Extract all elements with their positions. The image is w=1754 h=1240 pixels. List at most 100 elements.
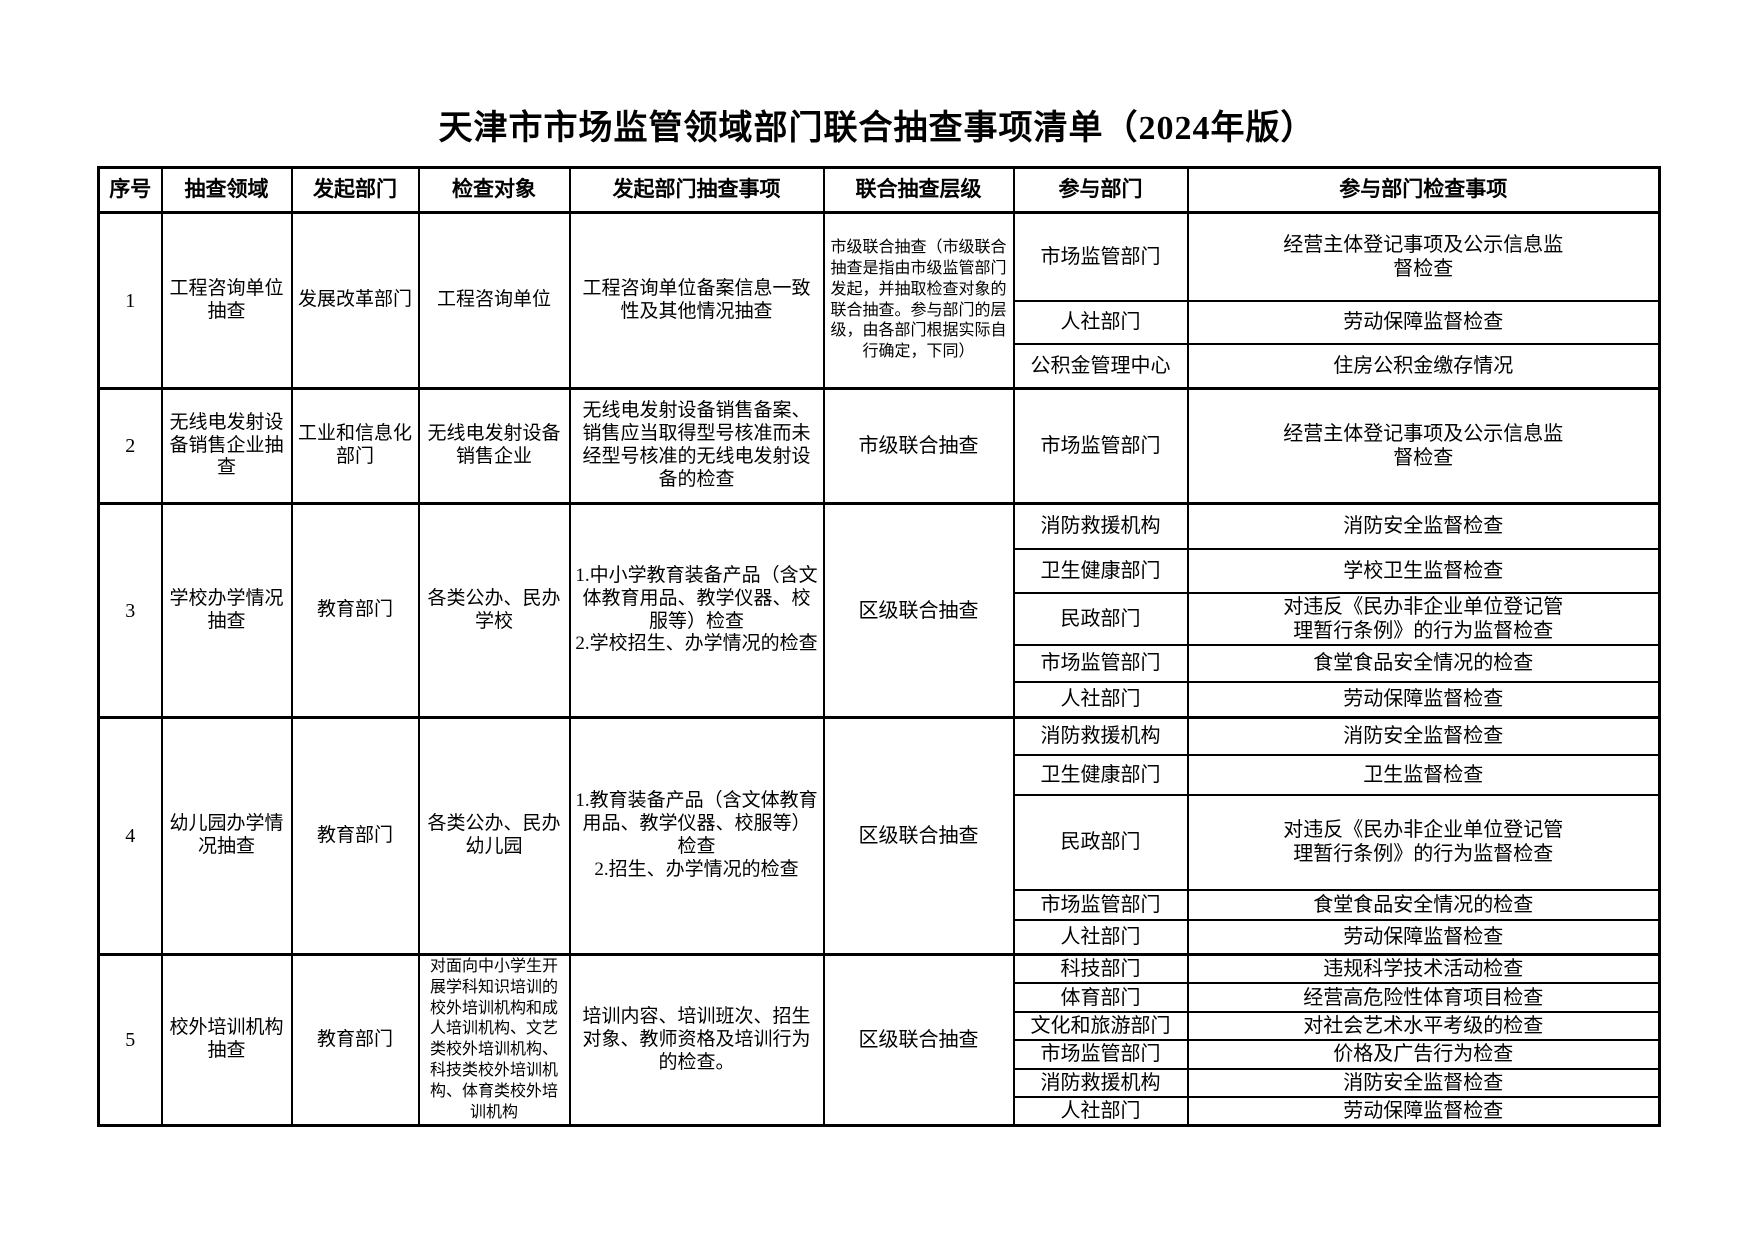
participant-item-cell: 价格及广告行为检查 [1186,1039,1661,1070]
header-cell: 检查对象 [417,166,571,214]
inspection-table: 序号 抽查领域 发起部门 检查对象 发起部门抽查事项 联合抽查层级 参与部门 参与部门检查事项… [97,166,1661,1128]
participant-dept-cell: 科技部门 [1012,953,1189,985]
table-row: 市场监管部门 食堂食品安全情况的检查 [99,888,1661,921]
participant-item-cell: 劳动保障监督检查 [1186,918,1661,956]
participant-item-cell: 经营主体登记事项及公示信息监督检查 [1186,387,1661,505]
field-cell: 校外培训机构抽查 [160,952,293,1127]
initiator-cell: 教育部门 [290,952,420,1127]
level-cell: 区级联合抽查 [822,952,1015,1127]
table-row: 3 学校办学情况抽查 教育部门 各类公办、民办学校 1.中小学教育装备产品（含文体教育用… [97,502,1661,719]
participant-dept-cell: 民政部门 [1012,793,1189,891]
participant-item-cell: 劳动保障监督检查 [1186,680,1661,719]
participant-item-cell: 劳动保障监督检查 [1186,1095,1661,1127]
participant-item-cell: 对社会艺术水平考级的检查 [1186,1010,1661,1042]
row-number-cell: 3 [97,502,163,719]
initiator-cell: 工业和信息化部门 [290,387,420,505]
items-cell: 1.教育装备产品（含文体教育用品、教学仪器、校服等）检查 2.招生、办学情况的检… [568,716,825,956]
participant-item-cell: 食堂食品安全情况的检查 [1186,888,1661,921]
initiator-cell: 教育部门 [290,716,420,956]
row-number-cell: 4 [97,716,163,956]
participant-item-cell: 经营高危险性体育项目检查 [1186,982,1661,1013]
table-row: 5 校外培训机构抽查 教育部门 对面向中小学生开展学科知识培训的校外培训机构和成人培训… [97,952,1661,1127]
participant-item-cell: 消防安全监督检查 [1186,502,1661,550]
level-cell: 市级联合抽查（市级联合抽查是指由市级监管部门发起，并抽取检查对象的联合抽查。参与… [822,211,1015,390]
participant-dept-cell: 市场监管部门 [1012,1039,1189,1070]
target-cell: 工程咨询单位 [417,211,571,390]
target-cell: 各类公办、民办学校 [417,502,571,719]
table-row: 2 无线电发射设备销售企业抽查 工业和信息化部门 无线电发射设备销售企业 无线电发射设备… [97,387,1661,505]
target-cell: 无线电发射设备销售企业 [417,387,571,505]
field-cell: 无线电发射设备销售企业抽查 [160,387,293,505]
participant-dept-cell: 市场监管部门 [1012,387,1189,505]
table-row: 民政部门 对违反《民办非企业单位登记管理暂行条例》的行为监督检查 [99,793,1661,891]
table-row: 市场监管部门 价格及广告行为检查 [99,1039,1661,1070]
participant-item-cell: 住房公积金缴存情况 [1186,342,1661,390]
target-cell: 各类公办、民办幼儿园 [417,716,571,956]
row-number-cell: 2 [97,387,163,505]
header-cell: 联合抽查层级 [822,166,1015,214]
target-cell: 对面向中小学生开展学科知识培训的校外培训机构和成人培训机构、文艺类校外培训机构、… [417,952,571,1127]
table-row: 卫生健康部门 卫生监督检查 [99,753,1661,796]
level-cell: 区级联合抽查 [822,716,1015,956]
table-row: 1 工程咨询单位抽查 发展改革部门 工程咨询单位 工程咨询单位备案信息一致性及其他情况抽… [97,211,1661,390]
participant-item-cell: 卫生监督检查 [1186,753,1661,796]
participant-item-cell: 学校卫生监督检查 [1186,547,1661,594]
items-cell: 1.中小学教育装备产品（含文体教育用品、教学仪器、校服等）检查 2.学校招生、办… [568,502,825,719]
participant-dept-cell: 消防救援机构 [1012,716,1189,756]
level-cell: 区级联合抽查 [822,502,1015,719]
participant-item-cell: 劳动保障监督检查 [1186,299,1661,345]
participant-dept-cell: 人社部门 [1012,680,1189,719]
participant-dept-cell: 人社部门 [1012,918,1189,956]
header-cell: 抽查领域 [160,166,293,214]
participant-dept-cell: 卫生健康部门 [1012,753,1189,796]
participant-dept-cell: 市场监管部门 [1012,888,1189,921]
header-cell: 序号 [97,166,163,214]
table-row: 体育部门 经营高危险性体育项目检查 [99,982,1661,1013]
participant-dept-cell: 体育部门 [1012,982,1189,1013]
participant-dept-cell: 人社部门 [1012,1095,1189,1127]
participant-dept-cell: 人社部门 [1012,299,1189,345]
row-number-cell: 1 [97,211,163,390]
participant-item-cell: 经营主体登记事项及公示信息监督检查 [1186,211,1661,302]
page-title: 天津市市场监管领域部门联合抽查事项清单（2024年版） [438,110,1316,147]
table-row: 4 幼儿园办学情况抽查 教育部门 各类公办、民办幼儿园 1.教育装备产品（含文体教育用品… [97,716,1661,956]
participant-dept-cell: 民政部门 [1012,591,1189,646]
table-row: 文化和旅游部门 对社会艺术水平考级的检查 [99,1010,1661,1042]
items-cell: 工程咨询单位备案信息一致性及其他情况抽查 [568,211,825,390]
table-body: 1 工程咨询单位抽查 发展改革部门 工程咨询单位 工程咨询单位备案信息一致性及其他情况抽… [97,211,1661,1127]
participant-item-cell: 对违反《民办非企业单位登记管理暂行条例》的行为监督检查 [1186,591,1661,646]
participant-dept-cell: 市场监管部门 [1012,211,1189,302]
field-cell: 工程咨询单位抽查 [160,211,293,390]
initiator-cell: 发展改革部门 [290,211,420,390]
participant-item-cell: 消防安全监督检查 [1186,1067,1661,1098]
table-row: 人社部门 劳动保障监督检查 [99,299,1661,345]
participant-dept-cell: 公积金管理中心 [1012,342,1189,390]
header-cell: 参与部门检查事项 [1186,166,1661,214]
participant-item-cell: 对违反《民办非企业单位登记管理暂行条例》的行为监督检查 [1186,793,1661,891]
participant-item-cell: 消防安全监督检查 [1186,716,1661,756]
table-row: 人社部门 劳动保障监督检查 [99,1095,1661,1127]
field-cell: 幼儿园办学情况抽查 [160,716,293,956]
participant-dept-cell: 市场监管部门 [1012,643,1189,683]
initiator-cell: 教育部门 [290,502,420,719]
items-cell: 无线电发射设备销售备案、销售应当取得型号核准而未经型号核准的无线电发射设备的检查 [568,387,825,505]
table-row: 卫生健康部门 学校卫生监督检查 [99,547,1661,594]
header-cell: 发起部门 [290,166,420,214]
items-cell: 培训内容、培训班次、招生对象、教师资格及培训行为的检查。 [568,952,825,1127]
table-header-row: 序号 抽查领域 发起部门 检查对象 发起部门抽查事项 联合抽查层级 参与部门 参与部门检查事项 [97,166,1661,214]
table-row: 民政部门 对违反《民办非企业单位登记管理暂行条例》的行为监督检查 [99,591,1661,646]
row-number-cell: 5 [97,952,163,1127]
table-row: 人社部门 劳动保障监督检查 [99,680,1661,719]
level-cell: 市级联合抽查 [822,387,1015,505]
table-row: 公积金管理中心 住房公积金缴存情况 [99,342,1661,390]
table-row: 市场监管部门 食堂食品安全情况的检查 [99,643,1661,683]
field-cell: 学校办学情况抽查 [160,502,293,719]
participant-item-cell: 食堂食品安全情况的检查 [1186,643,1661,683]
participant-dept-cell: 消防救援机构 [1012,1067,1189,1098]
participant-dept-cell: 消防救援机构 [1012,502,1189,550]
participant-dept-cell: 卫生健康部门 [1012,547,1189,594]
header-cell: 发起部门抽查事项 [568,166,825,214]
header-cell: 参与部门 [1012,166,1189,214]
table-row: 人社部门 劳动保障监督检查 [99,918,1661,956]
